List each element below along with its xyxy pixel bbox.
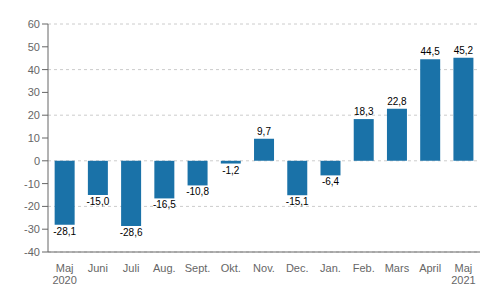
svg-text:Mars: Mars — [385, 262, 410, 274]
svg-text:Maj2021: Maj2021 — [451, 262, 475, 286]
svg-text:-30: -30 — [24, 223, 40, 235]
svg-text:Nov.: Nov. — [253, 262, 275, 274]
svg-text:Aug.: Aug. — [153, 262, 176, 274]
svg-text:40: 40 — [28, 64, 40, 76]
svg-text:Juli: Juli — [123, 262, 140, 274]
svg-text:60: 60 — [28, 18, 40, 30]
svg-text:-15,0: -15,0 — [86, 196, 109, 207]
svg-text:10: 10 — [28, 132, 40, 144]
svg-text:Dec.: Dec. — [286, 262, 309, 274]
svg-text:-1,2: -1,2 — [222, 165, 240, 176]
svg-text:Maj2020: Maj2020 — [52, 262, 76, 286]
svg-text:Sept.: Sept. — [185, 262, 211, 274]
svg-text:Feb.: Feb. — [353, 262, 375, 274]
svg-text:-28,6: -28,6 — [120, 227, 143, 238]
svg-text:-10: -10 — [24, 178, 40, 190]
svg-text:-15,1: -15,1 — [286, 196, 309, 207]
svg-text:50: 50 — [28, 41, 40, 53]
svg-text:Juni: Juni — [88, 262, 108, 274]
svg-text:-16,5: -16,5 — [153, 199, 176, 210]
svg-text:April: April — [419, 262, 441, 274]
svg-text:-10,8: -10,8 — [186, 186, 209, 197]
svg-text:Jan.: Jan. — [320, 262, 341, 274]
svg-text:22,8: 22,8 — [387, 96, 407, 107]
svg-text:20: 20 — [28, 109, 40, 121]
svg-text:45,2: 45,2 — [454, 45, 474, 56]
svg-text:44,5: 44,5 — [420, 46, 440, 57]
svg-text:18,3: 18,3 — [354, 106, 374, 117]
svg-text:-6,4: -6,4 — [322, 176, 340, 187]
svg-text:-28,1: -28,1 — [53, 226, 76, 237]
svg-text:-20: -20 — [24, 200, 40, 212]
svg-text:Okt.: Okt. — [221, 262, 241, 274]
svg-text:0: 0 — [34, 155, 40, 167]
svg-text:30: 30 — [28, 86, 40, 98]
svg-text:9,7: 9,7 — [257, 126, 271, 137]
svg-text:-40: -40 — [24, 246, 40, 258]
